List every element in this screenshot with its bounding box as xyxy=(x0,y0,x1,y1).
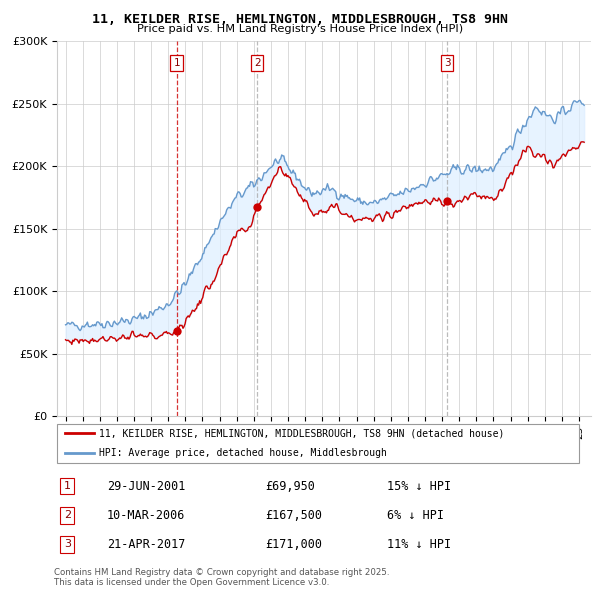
Text: £69,950: £69,950 xyxy=(265,480,315,493)
Text: 11, KEILDER RISE, HEMLINGTON, MIDDLESBROUGH, TS8 9HN (detached house): 11, KEILDER RISE, HEMLINGTON, MIDDLESBRO… xyxy=(99,428,504,438)
Text: 29-JUN-2001: 29-JUN-2001 xyxy=(107,480,185,493)
Text: 1: 1 xyxy=(173,58,180,68)
Text: 21-APR-2017: 21-APR-2017 xyxy=(107,538,185,551)
Text: £171,000: £171,000 xyxy=(265,538,322,551)
Text: 3: 3 xyxy=(64,539,71,549)
Text: Price paid vs. HM Land Registry's House Price Index (HPI): Price paid vs. HM Land Registry's House … xyxy=(137,24,463,34)
Text: 10-MAR-2006: 10-MAR-2006 xyxy=(107,509,185,522)
Text: 2: 2 xyxy=(64,510,71,520)
Text: 2: 2 xyxy=(254,58,260,68)
Text: 11% ↓ HPI: 11% ↓ HPI xyxy=(386,538,451,551)
Text: 6% ↓ HPI: 6% ↓ HPI xyxy=(386,509,443,522)
Text: 3: 3 xyxy=(444,58,451,68)
Text: 1: 1 xyxy=(64,481,71,491)
Text: Contains HM Land Registry data © Crown copyright and database right 2025.: Contains HM Land Registry data © Crown c… xyxy=(54,568,389,576)
Text: £167,500: £167,500 xyxy=(265,509,322,522)
Text: This data is licensed under the Open Government Licence v3.0.: This data is licensed under the Open Gov… xyxy=(54,578,329,587)
Text: 11, KEILDER RISE, HEMLINGTON, MIDDLESBROUGH, TS8 9HN: 11, KEILDER RISE, HEMLINGTON, MIDDLESBRO… xyxy=(92,13,508,26)
FancyBboxPatch shape xyxy=(56,424,580,463)
Text: 15% ↓ HPI: 15% ↓ HPI xyxy=(386,480,451,493)
Text: HPI: Average price, detached house, Middlesbrough: HPI: Average price, detached house, Midd… xyxy=(99,448,387,458)
